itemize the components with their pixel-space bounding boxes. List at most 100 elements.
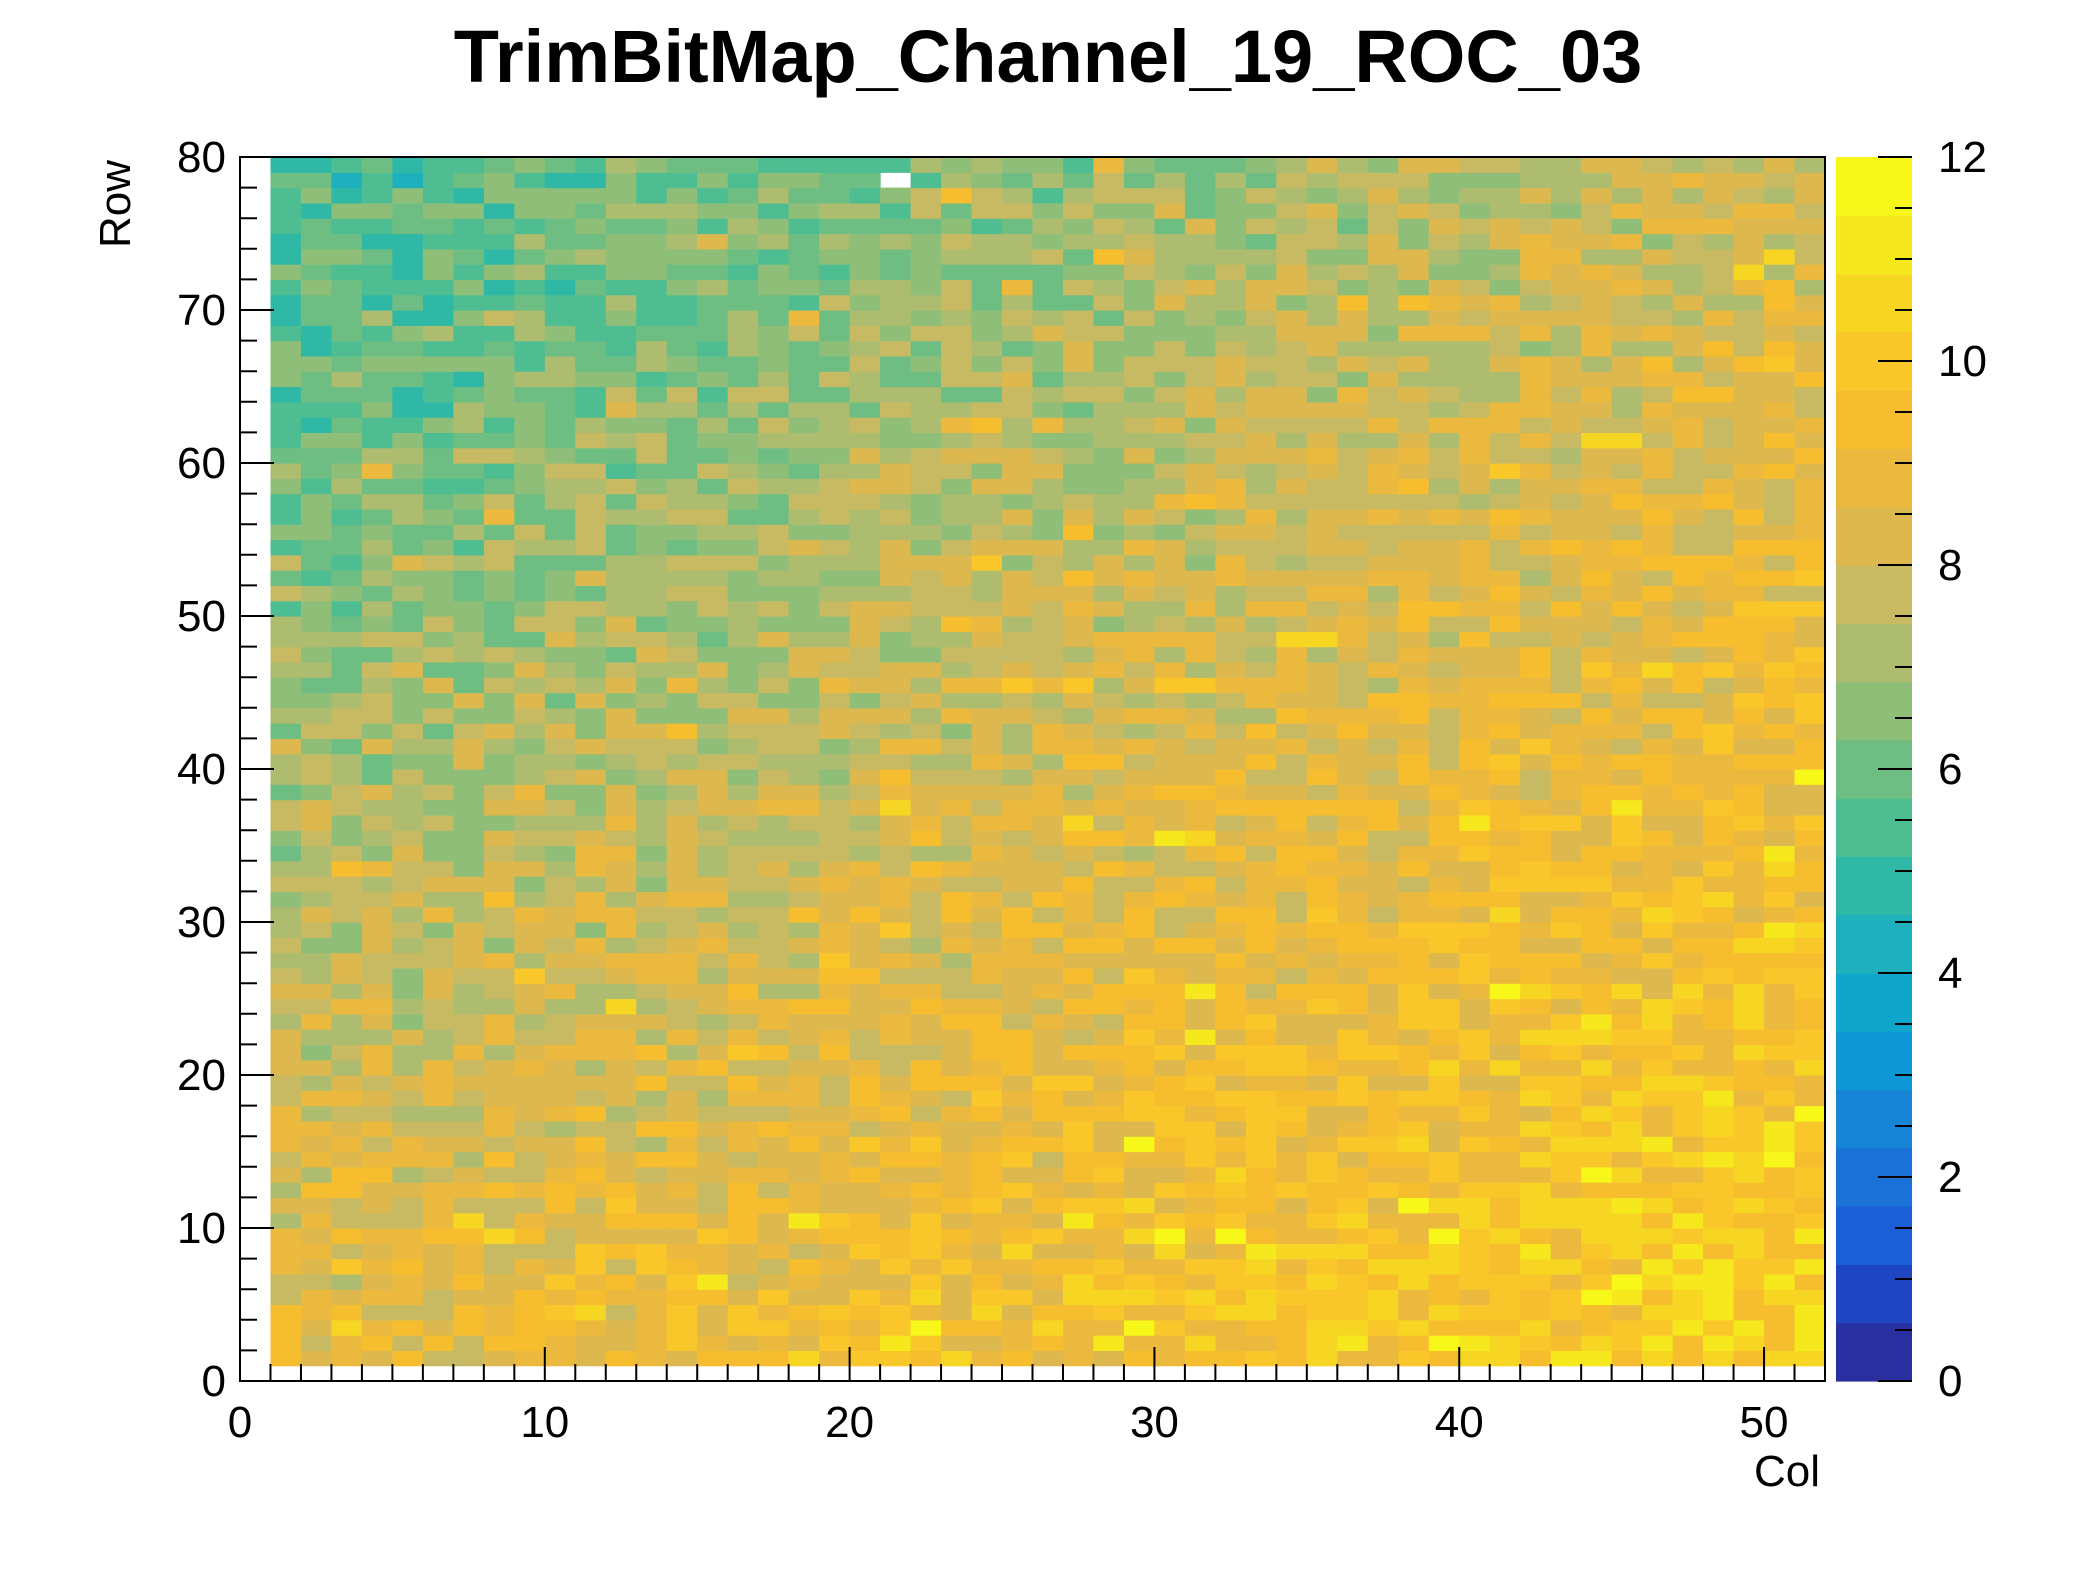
heatmap-cell bbox=[1337, 1120, 1369, 1137]
heatmap-cell bbox=[1703, 157, 1735, 173]
heatmap-cell bbox=[1337, 264, 1369, 280]
heatmap-cell bbox=[819, 187, 851, 204]
heatmap-cell bbox=[1123, 1304, 1156, 1321]
heatmap-cell bbox=[1276, 1105, 1308, 1122]
colorbar-segment bbox=[1836, 681, 1912, 741]
heatmap-cell bbox=[331, 937, 363, 954]
heatmap-cell bbox=[361, 814, 393, 831]
heatmap-cell bbox=[1642, 1350, 1674, 1367]
heatmap-cell bbox=[1703, 1044, 1735, 1061]
heatmap-cell bbox=[1489, 600, 1521, 617]
heatmap-cell bbox=[910, 248, 942, 265]
heatmap-cell bbox=[544, 248, 576, 265]
heatmap-cell bbox=[910, 860, 942, 877]
heatmap-cell bbox=[483, 616, 515, 632]
heatmap-cell bbox=[544, 1075, 576, 1091]
heatmap-cell bbox=[849, 417, 881, 433]
heatmap-cell bbox=[544, 1120, 576, 1137]
heatmap-cell bbox=[605, 355, 637, 372]
heatmap-cell bbox=[270, 1120, 302, 1137]
heatmap-cell bbox=[880, 386, 912, 403]
heatmap-cell bbox=[1398, 906, 1430, 923]
heatmap-cell bbox=[1306, 1166, 1338, 1183]
heatmap-cell bbox=[1123, 830, 1156, 847]
heatmap-cell bbox=[1459, 218, 1491, 235]
heatmap-cell bbox=[1306, 1304, 1338, 1321]
heatmap-cell bbox=[1306, 157, 1338, 173]
heatmap-cell bbox=[1550, 784, 1582, 801]
heatmap-cell bbox=[300, 1228, 333, 1244]
heatmap-cell bbox=[1428, 922, 1460, 938]
heatmap-cell bbox=[1093, 860, 1125, 877]
heatmap-cell bbox=[666, 1228, 698, 1244]
heatmap-cell bbox=[361, 616, 393, 632]
heatmap-cell bbox=[1428, 860, 1460, 877]
heatmap-cell bbox=[1672, 294, 1704, 311]
heatmap-cell bbox=[1611, 1350, 1643, 1367]
heatmap-cell bbox=[1733, 493, 1765, 510]
heatmap-cell bbox=[941, 1258, 973, 1275]
heatmap-cell bbox=[575, 386, 607, 403]
heatmap-cell bbox=[1703, 1273, 1735, 1290]
heatmap-cell bbox=[270, 157, 302, 173]
heatmap-cell bbox=[1184, 1136, 1216, 1153]
heatmap-cell bbox=[1215, 906, 1247, 923]
heatmap-cell bbox=[1611, 417, 1643, 433]
heatmap-cell bbox=[788, 738, 820, 755]
heatmap-cell bbox=[1245, 264, 1277, 280]
heatmap-cell bbox=[1520, 554, 1552, 571]
heatmap-cell bbox=[727, 922, 759, 938]
heatmap-cell bbox=[788, 248, 820, 265]
heatmap-cell bbox=[300, 769, 333, 785]
heatmap-cell bbox=[392, 983, 424, 1000]
heatmap-cell bbox=[1154, 784, 1186, 801]
heatmap-cell bbox=[880, 723, 912, 739]
heatmap-cell bbox=[636, 983, 668, 1000]
heatmap-cell bbox=[1093, 157, 1125, 173]
heatmap-cell bbox=[1367, 891, 1399, 908]
heatmap-cell bbox=[1276, 340, 1308, 357]
heatmap-cell bbox=[483, 172, 515, 189]
heatmap-cell bbox=[270, 952, 302, 969]
heatmap-cell bbox=[605, 187, 637, 204]
heatmap-cell bbox=[605, 983, 637, 1000]
heatmap-cell bbox=[697, 1258, 729, 1275]
heatmap-cell bbox=[1123, 906, 1156, 923]
heatmap-cell bbox=[422, 937, 454, 954]
heatmap-cell bbox=[422, 1258, 454, 1275]
heatmap-cell bbox=[1611, 1090, 1643, 1107]
heatmap-cell bbox=[483, 692, 515, 709]
heatmap-cell bbox=[849, 202, 881, 219]
colorbar-segment bbox=[1836, 1089, 1912, 1149]
heatmap-cell bbox=[1032, 508, 1064, 525]
heatmap-cell bbox=[1367, 1029, 1399, 1045]
heatmap-cell bbox=[1520, 661, 1552, 678]
heatmap-cell bbox=[1733, 1059, 1765, 1076]
heatmap-cell bbox=[941, 753, 973, 770]
heatmap-cell bbox=[1672, 738, 1704, 755]
heatmap-cell bbox=[270, 386, 302, 403]
heatmap-cell bbox=[1123, 432, 1156, 449]
heatmap-cell bbox=[453, 570, 485, 586]
heatmap-cell bbox=[1337, 1166, 1369, 1183]
heatmap-cell bbox=[1002, 799, 1034, 816]
heatmap-cell bbox=[1002, 631, 1034, 648]
heatmap-cell bbox=[1306, 784, 1338, 801]
heatmap-cell bbox=[605, 554, 637, 571]
heatmap-cell bbox=[1764, 1075, 1796, 1091]
heatmap-cell bbox=[1093, 1029, 1125, 1045]
heatmap-cell bbox=[1520, 1258, 1552, 1275]
heatmap-cell bbox=[636, 738, 668, 755]
heatmap-cell bbox=[758, 554, 790, 571]
heatmap-cell bbox=[300, 585, 333, 602]
heatmap-cell bbox=[697, 417, 729, 433]
heatmap-cell bbox=[1123, 1182, 1156, 1198]
heatmap-cell bbox=[1672, 1228, 1704, 1244]
heatmap-cell bbox=[1062, 1166, 1095, 1183]
heatmap-cell bbox=[1428, 1151, 1460, 1168]
heatmap-cell bbox=[636, 845, 668, 862]
heatmap-cell bbox=[1245, 677, 1277, 694]
heatmap-cell bbox=[1398, 1319, 1430, 1336]
heatmap-cell bbox=[1794, 692, 1826, 709]
heatmap-cell bbox=[483, 1273, 515, 1290]
